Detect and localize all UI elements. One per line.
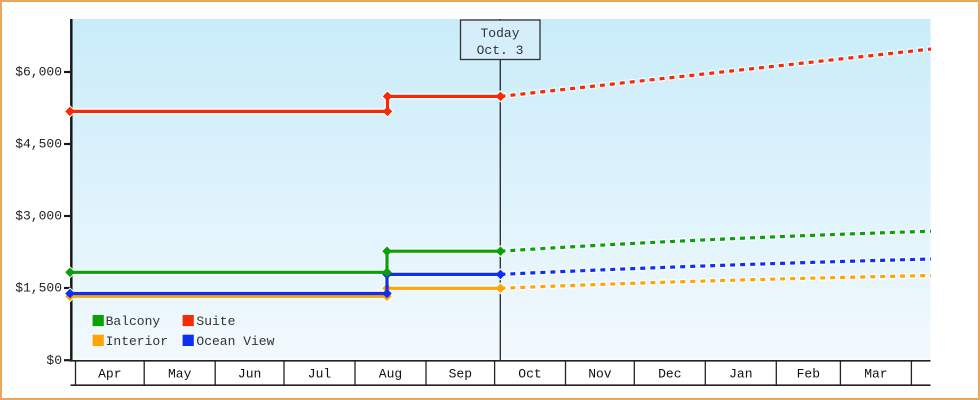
svg-text:Oct. 3: Oct. 3 — [477, 43, 524, 58]
svg-text:Interior: Interior — [106, 334, 168, 349]
svg-text:$4,500: $4,500 — [15, 137, 62, 152]
svg-text:Jun: Jun — [238, 367, 261, 382]
svg-text:Feb: Feb — [797, 367, 820, 382]
svg-text:Nov: Nov — [588, 367, 612, 382]
svg-text:Aug: Aug — [379, 367, 402, 382]
svg-text:$1,500: $1,500 — [15, 281, 62, 296]
svg-text:Ocean View: Ocean View — [196, 334, 274, 349]
svg-text:Jul: Jul — [308, 367, 332, 382]
svg-text:Oct: Oct — [518, 367, 541, 382]
svg-text:Balcony: Balcony — [106, 314, 161, 329]
svg-text:Today: Today — [480, 26, 519, 41]
svg-text:Mar: Mar — [864, 367, 887, 382]
svg-text:$6,000: $6,000 — [15, 65, 62, 80]
svg-text:Suite: Suite — [196, 314, 235, 329]
svg-text:Dec: Dec — [658, 367, 681, 382]
svg-text:$3,000: $3,000 — [15, 209, 62, 224]
svg-text:Jan: Jan — [729, 367, 752, 382]
svg-text:Apr: Apr — [98, 367, 121, 382]
svg-text:Sep: Sep — [449, 367, 472, 382]
svg-text:May: May — [168, 367, 192, 382]
svg-text:$0: $0 — [46, 353, 62, 368]
